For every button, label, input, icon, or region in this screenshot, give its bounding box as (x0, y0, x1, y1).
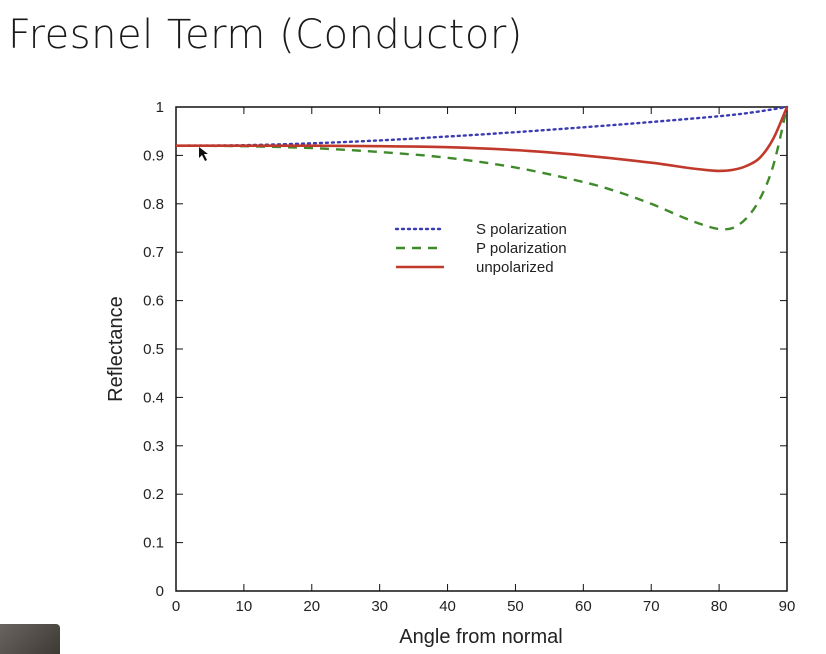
legend-label: P polarization (476, 240, 567, 257)
y-tick-label: 0.3 (143, 438, 164, 455)
y-tick-label: 0.7 (143, 244, 164, 261)
slide-title: Fresnel Term (Conductor) (8, 12, 523, 58)
x-tick-label: 10 (236, 598, 253, 615)
series-line-p-polarization (175, 106, 789, 231)
plot-frame (175, 106, 788, 592)
mouse-cursor-icon (199, 147, 208, 161)
ticks-layer: 0 10 20 30 40 50 60 70 80 90 0 0.1 0.2 0.3 0.4 0.5 0.6 0.… (143, 99, 795, 615)
x-tick-label: 20 (303, 598, 320, 615)
y-tick-label: 0 (156, 583, 164, 600)
y-tick-label: 0.1 (143, 535, 164, 552)
x-tick-label: 30 (371, 598, 388, 615)
y-tick-label: 0.2 (143, 486, 164, 503)
series-line-unpolarized (176, 106, 789, 173)
series-layer (174, 105, 789, 231)
x-tick-label: 90 (779, 598, 796, 615)
plot-area (175, 106, 788, 592)
x-tick-label: 0 (172, 598, 180, 615)
legend-label: unpolarized (476, 259, 554, 276)
x-tick-label: 60 (575, 598, 592, 615)
x-tick-label: 50 (507, 598, 524, 615)
y-tick-label: 0.8 (143, 196, 164, 213)
x-axis-title: Angle from normal (399, 626, 562, 648)
legend-label: S polarization (476, 221, 567, 238)
y-tick-label: 0.9 (143, 147, 164, 164)
y-tick-label: 0.4 (143, 389, 164, 406)
legend: S polarization P polarization unpolarized (394, 221, 567, 276)
y-tick-label: 0.6 (143, 293, 164, 310)
y-tick-label: 1 (156, 99, 164, 116)
x-tick-label: 70 (643, 598, 660, 615)
x-tick-label: 80 (711, 598, 728, 615)
x-tick-label: 40 (439, 598, 456, 615)
y-axis-title: Reflectance (105, 296, 127, 402)
y-tick-label: 0.5 (143, 341, 164, 358)
series-line-s-polarization (174, 105, 789, 147)
video-thumbnail (0, 624, 60, 654)
